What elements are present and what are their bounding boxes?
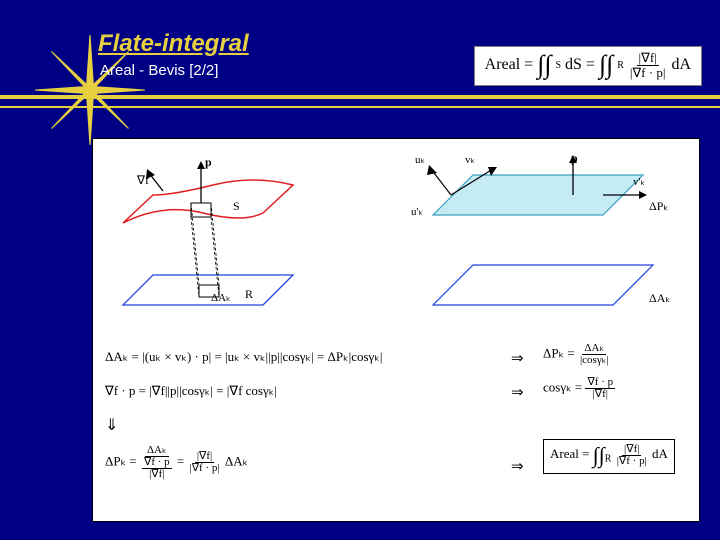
- label-vk: vₖ: [465, 153, 475, 166]
- frac-num: |∇f|: [637, 51, 659, 66]
- fraction: |∇f| |∇f · p|: [188, 451, 222, 474]
- fraction: |∇f| |∇f · p|: [628, 51, 668, 79]
- label-p: p: [571, 151, 578, 166]
- label-gradf: ∇f: [137, 173, 149, 188]
- int-arg: dA: [671, 56, 691, 74]
- label-dpk: ΔPₖ: [649, 199, 669, 214]
- proof-panel: ∇f p S ΔAₖ R uₖ vₖ p v'ₖ u'ₖ ΔPₖ ΔAₖ ΔAₖ…: [92, 138, 700, 522]
- tail: dA: [652, 446, 668, 461]
- fraction: ∇f · p |∇f|: [142, 457, 172, 480]
- equals: =: [177, 453, 184, 468]
- arrow-icon: ⇒: [511, 383, 524, 402]
- result-box: Areal = ∫∫R |∇f| |∇f · p| dA: [543, 439, 675, 474]
- int-sub: S: [555, 60, 561, 71]
- eq1-rhs: ΔPₖ = ΔAₖ |cosγₖ|: [543, 343, 611, 366]
- frac-den: |∇f|: [147, 469, 166, 480]
- label-dak: ΔAₖ: [211, 291, 231, 304]
- label: Areal =: [550, 446, 589, 461]
- divider: [0, 106, 720, 108]
- integral-icon: ∫∫: [593, 443, 605, 468]
- label-vpk: v'ₖ: [633, 175, 645, 188]
- left-diagram: [103, 145, 313, 335]
- fraction: ΔAₖ ∇f · p |∇f|: [140, 445, 174, 480]
- fraction: ∇f · p |∇f|: [585, 377, 615, 400]
- formula-box: Areal = ∫∫ S dS = ∫∫ R |∇f| |∇f · p| dA: [474, 46, 702, 86]
- fraction: ΔAₖ |cosγₖ|: [578, 343, 611, 366]
- label-upk: u'ₖ: [411, 205, 423, 218]
- label-uk: uₖ: [415, 153, 425, 166]
- frac-den: |∇f|: [591, 389, 610, 400]
- eq3: ΔPₖ = ΔAₖ ∇f · p |∇f| = |∇f| |∇f · p| ΔA…: [105, 445, 248, 480]
- label: ΔPₖ =: [105, 453, 137, 468]
- eq2: ∇f · p = |∇f||p||cosγₖ| = |∇f cosγₖ|: [105, 383, 277, 399]
- frac-den: |∇f · p|: [628, 66, 668, 80]
- label: ΔPₖ =: [543, 345, 575, 360]
- frac-den: |cosγₖ|: [578, 355, 611, 366]
- frac-den: ∇f · p |∇f|: [140, 457, 174, 480]
- arrow-icon: ⇒: [511, 349, 524, 368]
- int-arg: dS: [565, 56, 582, 74]
- divider: [0, 95, 720, 99]
- eq1: ΔAₖ = |(uₖ × vₖ) · p| = |uₖ × vₖ||p||cos…: [105, 349, 382, 365]
- page-subtitle: Areal - Bevis [2/2]: [100, 62, 218, 79]
- page-title: Flate-integral: [98, 30, 249, 58]
- int-sub: R: [617, 60, 624, 71]
- label: cosγₖ =: [543, 379, 582, 394]
- frac-den: |∇f · p|: [615, 456, 649, 467]
- right-diagram: [393, 145, 683, 335]
- down-arrow-icon: ⇓: [105, 415, 118, 435]
- label-s: S: [233, 199, 240, 214]
- result-eq: Areal = ∫∫R |∇f| |∇f · p| dA: [550, 446, 668, 461]
- integral-icon: ∫∫: [537, 56, 551, 74]
- integral-icon: ∫∫: [599, 56, 613, 74]
- equals: =: [524, 56, 533, 74]
- tail: ΔAₖ: [225, 453, 248, 468]
- eq2-rhs: cosγₖ = ∇f · p |∇f|: [543, 377, 615, 400]
- label-p: p: [205, 155, 212, 170]
- arrow-icon: ⇒: [511, 457, 524, 476]
- equals: =: [586, 56, 595, 74]
- frac-den: |∇f · p|: [188, 463, 222, 474]
- int-sub: R: [605, 454, 612, 465]
- formula-lhs: Areal: [485, 56, 521, 74]
- label-dak: ΔAₖ: [649, 291, 671, 306]
- label-r: R: [245, 287, 253, 302]
- fraction: |∇f| |∇f · p|: [615, 444, 649, 467]
